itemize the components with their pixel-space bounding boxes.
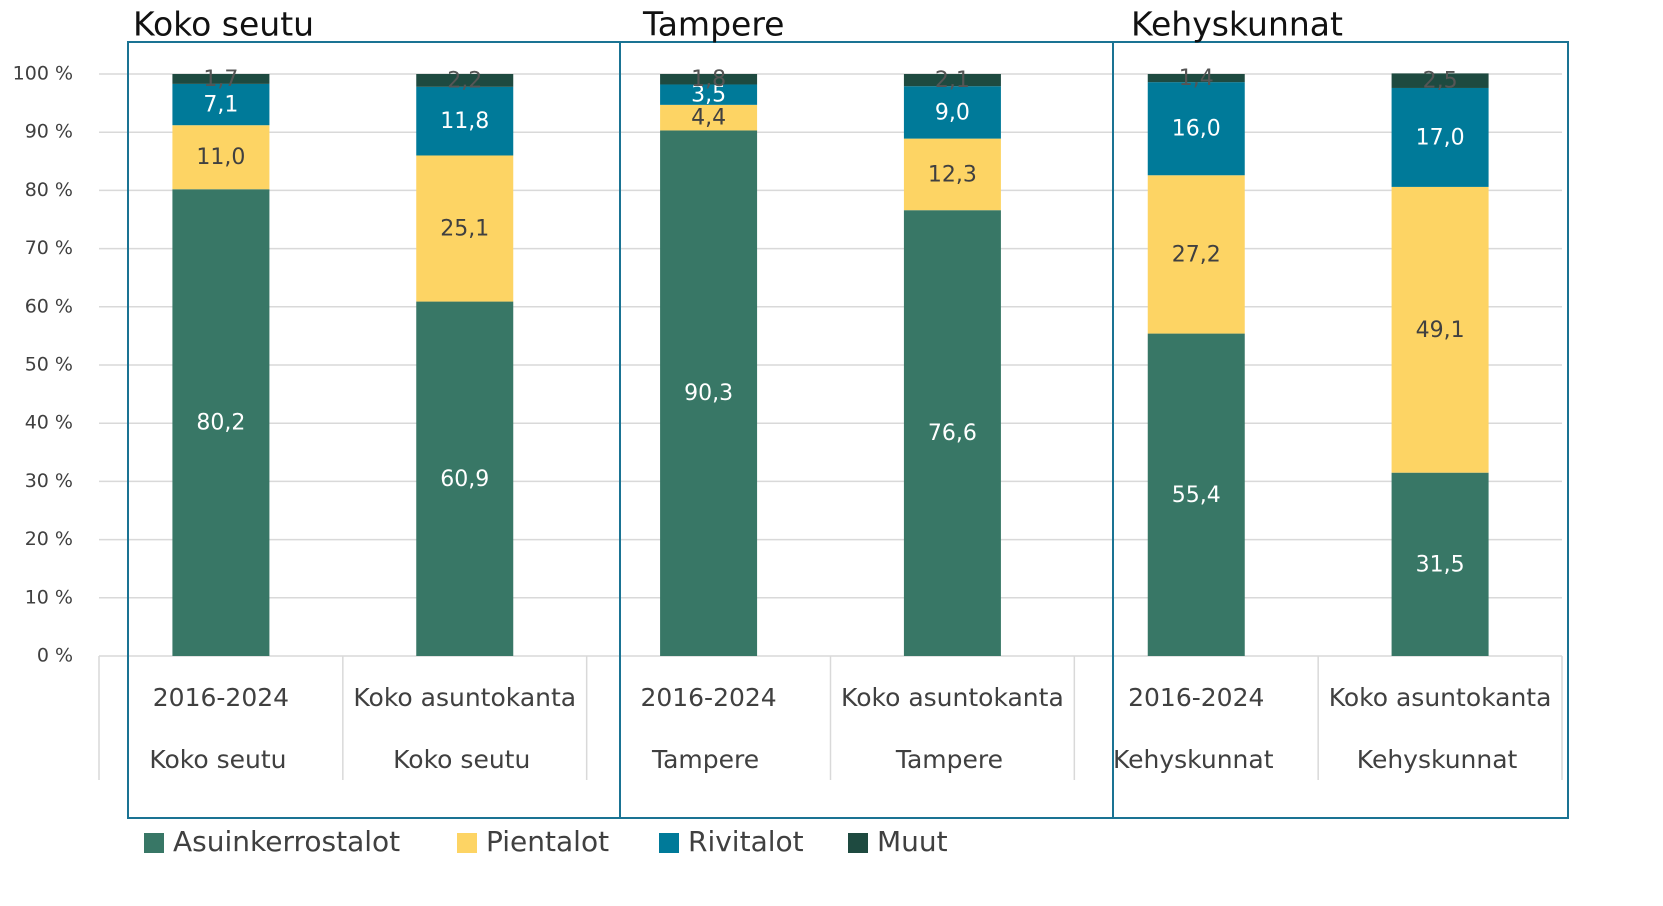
bar-segment <box>660 84 758 105</box>
bar-segment <box>172 125 270 190</box>
x-tick-label: Koko asuntokanta <box>353 683 576 712</box>
value-label: 3,5 <box>691 83 726 108</box>
legend-label: Pientalot <box>486 825 609 858</box>
legend-label: Muut <box>877 825 948 858</box>
bar-segment <box>172 74 270 84</box>
group-title: Tampere <box>642 5 784 44</box>
y-tick-label: 90 % <box>25 121 73 143</box>
value-label: 80,2 <box>196 411 245 436</box>
y-tick-label: 100 % <box>13 63 73 85</box>
legend-swatch <box>144 833 164 853</box>
bar-segment <box>1147 333 1245 656</box>
group-title: Kehyskunnat <box>1131 5 1343 44</box>
x-tick-label: 2016-2024 <box>640 683 776 712</box>
value-label: 4,4 <box>691 106 726 131</box>
bar-segment <box>1147 175 1245 334</box>
bar-segment <box>660 74 758 85</box>
group-label: Koko seutu <box>149 745 286 774</box>
legend-label: Rivitalot <box>688 825 804 858</box>
value-label: 25,1 <box>440 217 489 242</box>
x-tick-label: Koko asuntokanta <box>841 683 1064 712</box>
y-tick-label: 70 % <box>25 237 73 259</box>
y-tick-label: 60 % <box>25 295 73 317</box>
value-label: 27,2 <box>1172 242 1221 267</box>
value-label: 55,4 <box>1172 483 1221 508</box>
group-label: Tampere <box>651 745 759 774</box>
group-label: Koko seutu <box>393 745 530 774</box>
y-tick-label: 30 % <box>25 470 73 492</box>
bar-segment <box>1391 186 1489 473</box>
legend-label: Asuinkerrostalot <box>173 825 400 858</box>
value-label: 90,3 <box>684 381 733 406</box>
bar-segment <box>1391 472 1489 656</box>
group-label: Tampere <box>895 745 1003 774</box>
bar-segment <box>416 301 514 656</box>
bar-segment <box>172 189 270 656</box>
bar-segment <box>416 74 514 87</box>
bar-segment <box>1391 87 1489 187</box>
value-label: 2,5 <box>1423 69 1458 94</box>
value-label: 2,2 <box>447 68 482 93</box>
x-tick-label: 2016-2024 <box>153 683 289 712</box>
y-tick-label: 10 % <box>25 586 73 608</box>
value-label: 1,8 <box>691 67 726 92</box>
legend-swatch <box>848 833 868 853</box>
value-label: 11,0 <box>196 145 245 170</box>
group-box <box>1112 41 1569 819</box>
bar-segment <box>903 86 1001 139</box>
value-label: 76,6 <box>928 421 977 446</box>
bar-segment <box>1147 82 1245 176</box>
group-title: Koko seutu <box>133 5 314 44</box>
bar-segment <box>416 155 514 302</box>
group-label: Kehyskunnat <box>1113 745 1274 774</box>
y-tick-label: 40 % <box>25 412 73 434</box>
value-label: 1,7 <box>203 67 238 92</box>
value-label: 49,1 <box>1416 318 1465 343</box>
bar-segment <box>172 83 270 126</box>
value-label: 60,9 <box>440 467 489 492</box>
x-tick-label: Koko asuntokanta <box>1329 683 1552 712</box>
value-label: 2,1 <box>935 68 970 93</box>
value-label: 17,0 <box>1416 125 1465 150</box>
bar-segment <box>903 210 1001 657</box>
y-tick-label: 50 % <box>25 354 73 376</box>
bar-segment <box>1391 73 1489 88</box>
bar-segment <box>1147 74 1245 83</box>
bar-segment <box>903 138 1001 211</box>
value-label: 16,0 <box>1172 117 1221 142</box>
bar-segment <box>903 74 1001 87</box>
value-label: 12,3 <box>928 162 977 187</box>
bar-segment <box>416 86 514 156</box>
bar-segment <box>660 130 758 657</box>
value-label: 1,4 <box>1179 66 1214 91</box>
legend-swatch <box>457 833 477 853</box>
group-label: Kehyskunnat <box>1357 745 1518 774</box>
bar-segment <box>660 104 758 131</box>
value-label: 31,5 <box>1416 552 1465 577</box>
legend-swatch <box>659 833 679 853</box>
y-tick-label: 80 % <box>25 179 73 201</box>
value-label: 7,1 <box>203 93 238 118</box>
y-tick-label: 20 % <box>25 528 73 550</box>
x-tick-label: 2016-2024 <box>1128 683 1264 712</box>
value-label: 9,0 <box>935 100 970 125</box>
value-label: 11,8 <box>440 109 489 134</box>
y-tick-label: 0 % <box>37 645 73 667</box>
